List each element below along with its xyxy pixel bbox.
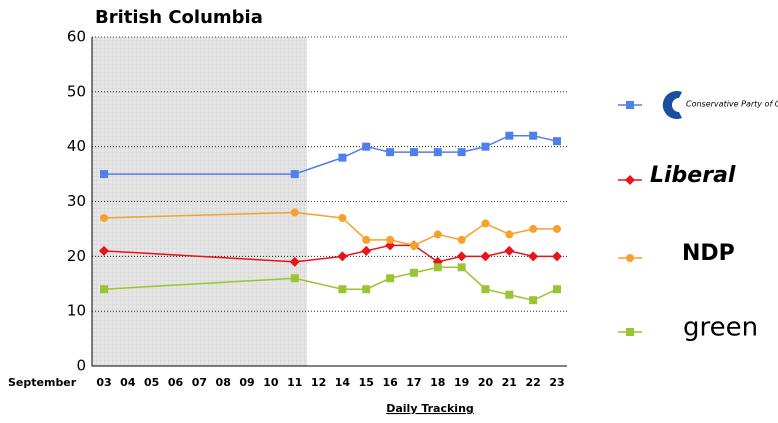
marker: [100, 285, 108, 294]
y-tick-label: 50: [67, 82, 86, 100]
x-label-prefix: September: [8, 376, 77, 389]
marker: [409, 268, 418, 277]
marker: [457, 235, 466, 244]
x-axis-label: Daily Tracking: [386, 402, 474, 415]
x-tick-label: 11: [287, 376, 302, 389]
x-tick-label: 04: [120, 376, 136, 389]
marker: [361, 245, 372, 256]
marker: [100, 213, 108, 222]
marker: [362, 235, 371, 244]
x-tick-label: 23: [549, 376, 564, 389]
marker: [529, 131, 538, 140]
marker: [457, 263, 466, 272]
shaded-period: [92, 37, 307, 366]
marker: [505, 131, 514, 140]
x-tick-label: 18: [430, 376, 445, 389]
legend-item: Liberal: [618, 163, 736, 188]
marker: [290, 208, 299, 217]
marker: [386, 235, 395, 244]
marker: [100, 170, 108, 179]
marker: [505, 230, 514, 239]
marker: [386, 148, 395, 157]
marker: [504, 245, 515, 256]
x-tick-label: 10: [263, 376, 279, 389]
marker: [481, 142, 490, 151]
marker: [505, 290, 514, 299]
x-tick-label: 05: [144, 376, 159, 389]
x-tick-label: 09: [239, 376, 254, 389]
legend-item: green: [618, 313, 758, 343]
y-tick-label: 0: [76, 357, 86, 375]
marker: [433, 263, 442, 272]
marker: [553, 137, 561, 146]
marker: [338, 285, 347, 294]
x-tick-label: 07: [192, 376, 207, 389]
x-tick-label: 14: [335, 376, 351, 389]
chart-title: British Columbia: [95, 7, 263, 28]
marker: [99, 245, 109, 256]
x-tick-label: 21: [502, 376, 517, 389]
marker: [338, 213, 347, 222]
legend-label: NDP: [682, 241, 735, 266]
marker: [553, 224, 561, 233]
marker: [362, 285, 371, 294]
x-tick-label: 08: [216, 376, 231, 389]
marker: [337, 251, 348, 262]
marker: [552, 251, 562, 262]
series-line: [103, 211, 557, 247]
marker: [481, 285, 490, 294]
y-tick-label: 20: [67, 247, 86, 265]
logo-c: [662, 90, 682, 119]
legend-label: Liberal: [650, 163, 736, 188]
marker: [290, 274, 299, 283]
marker: [529, 224, 538, 233]
x-tick-label: 15: [359, 376, 374, 389]
x-tick-label: 06: [168, 376, 184, 389]
x-tick-label: 16: [382, 376, 398, 389]
x-tick-label: 12: [311, 376, 326, 389]
marker: [433, 148, 442, 157]
marker: [626, 254, 634, 262]
marker: [409, 241, 418, 250]
marker: [409, 148, 418, 157]
legend-item: NDP: [618, 241, 735, 266]
marker: [480, 251, 491, 262]
marker: [433, 230, 442, 239]
marker: [362, 142, 371, 151]
x-tick-label: 20: [478, 376, 494, 389]
marker: [289, 256, 300, 267]
legend-item: Conservative Party of Canada: [618, 90, 778, 119]
legend-label: green: [683, 313, 758, 343]
x-tick-label: 22: [526, 376, 541, 389]
y-tick-label: 30: [67, 192, 86, 210]
marker: [625, 175, 635, 185]
x-tick-label: 17: [406, 376, 421, 389]
marker: [626, 101, 634, 109]
y-tick-label: 60: [67, 28, 86, 46]
legend-label: Conservative Party of Canada: [686, 100, 778, 109]
marker: [481, 219, 490, 228]
y-tick-label: 40: [67, 137, 86, 155]
marker: [456, 251, 467, 262]
y-tick-label: 10: [67, 302, 86, 320]
marker: [290, 170, 299, 179]
x-tick-label: 19: [454, 376, 469, 389]
marker: [338, 153, 347, 162]
marker: [457, 148, 466, 157]
marker: [626, 328, 634, 336]
marker: [528, 251, 539, 262]
marker: [529, 296, 538, 305]
marker: [553, 285, 561, 294]
x-tick-label: 03: [96, 376, 111, 389]
marker: [386, 274, 395, 283]
